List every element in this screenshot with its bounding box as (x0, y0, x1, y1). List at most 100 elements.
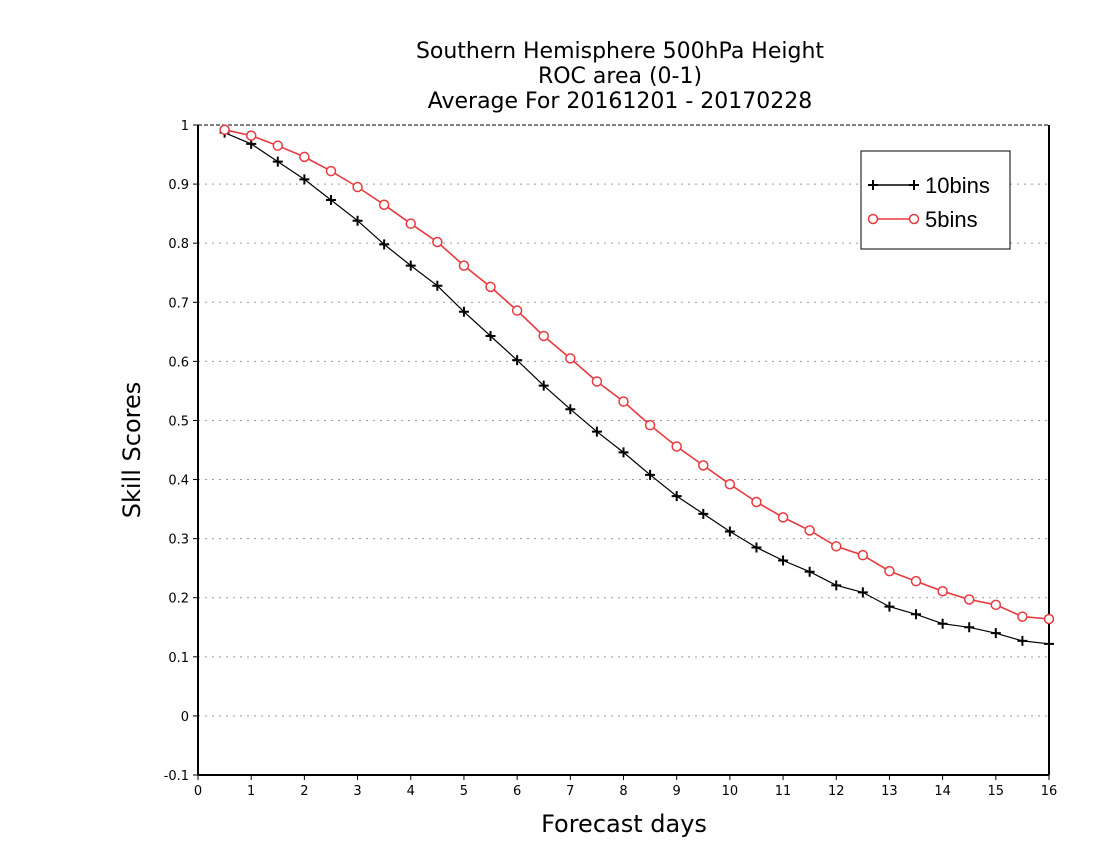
data-point-10bins (911, 609, 922, 620)
data-point-10bins (299, 174, 310, 185)
data-point-5bins (405, 218, 416, 229)
data-point-5bins (299, 151, 310, 163)
data-point-10bins (591, 426, 602, 437)
legend-marker (868, 180, 878, 190)
legend-label: 10bins (925, 173, 990, 198)
x-tick-label: 3 (353, 784, 361, 799)
data-point-10bins (485, 330, 496, 341)
chart-title-line-3: Average For 20161201 - 20170228 (428, 89, 813, 114)
x-tick-label: 4 (407, 784, 415, 799)
legend-marker (908, 213, 920, 225)
x-tick-label: 14 (934, 784, 951, 799)
x-tick-label: 15 (988, 784, 1005, 799)
data-point-5bins (644, 419, 656, 431)
chart-title-line-1: Southern Hemisphere 500hPa Height (416, 39, 824, 64)
data-point-10bins (671, 491, 682, 502)
data-point-5bins (352, 181, 363, 193)
y-tick-label: 0.3 (168, 533, 189, 548)
series-line-10bins (224, 132, 1050, 645)
data-point-5bins (325, 165, 337, 177)
data-point-5bins (458, 260, 470, 271)
data-point-5bins (432, 236, 443, 248)
data-point-5bins (378, 199, 390, 211)
data-point-10bins (618, 447, 629, 458)
data-point-10bins (751, 542, 762, 553)
data-point-10bins (778, 555, 789, 566)
data-point-10bins (565, 404, 576, 415)
data-point-5bins (751, 496, 762, 508)
y-tick-label: 0.8 (168, 237, 189, 252)
data-point-5bins (565, 353, 576, 364)
x-tick-label: 8 (619, 784, 627, 799)
legend-marker (867, 213, 879, 225)
y-tick-label: 0.6 (168, 355, 189, 370)
data-point-10bins (432, 280, 443, 291)
x-tick-label: 16 (1041, 784, 1058, 799)
data-point-10bins (352, 215, 363, 226)
data-point-10bins (512, 355, 523, 366)
data-point-10bins (458, 306, 469, 317)
y-tick-label: 0.7 (168, 296, 189, 311)
data-point-5bins (777, 512, 789, 523)
chart-title: Southern Hemisphere 500hPa Height ROC ar… (416, 39, 824, 114)
data-point-5bins (485, 281, 496, 293)
legend-entry-10bins: 10bins (868, 173, 990, 198)
data-point-10bins (937, 618, 948, 629)
data-point-5bins (1017, 611, 1028, 622)
x-tick-label: 1 (247, 784, 255, 799)
x-tick-label: 7 (566, 784, 574, 799)
legend-label: 5bins (925, 207, 978, 232)
data-point-5bins (671, 441, 682, 452)
x-axis-label: Forecast days (541, 810, 707, 838)
data-point-10bins (405, 260, 416, 271)
x-tick-label: 11 (775, 784, 792, 799)
series-10bins (219, 127, 1054, 649)
data-point-10bins (964, 622, 975, 633)
y-tick-label: 0.9 (168, 178, 189, 193)
y-tick-label: 0.4 (168, 474, 189, 489)
data-point-5bins (511, 305, 523, 316)
data-point-5bins (219, 124, 230, 135)
legend: 10bins 5bins (860, 150, 1011, 250)
data-point-5bins (591, 376, 603, 387)
x-tick-label: 10 (722, 784, 739, 799)
data-point-10bins (538, 380, 549, 391)
data-point-5bins (910, 575, 922, 587)
grid-lines (198, 183, 1049, 717)
tick-labels: 0 1 2 3 4 5 6 7 8 9 10 11 12 13 14 15 16-0.100.10.20.30.… (164, 119, 1058, 799)
data-point-5bins (1043, 613, 1055, 625)
data-point-5bins (724, 479, 736, 490)
data-point-10bins (884, 601, 895, 612)
x-tick-label: 5 (460, 784, 468, 799)
data-point-10bins (325, 195, 336, 206)
series-lines (219, 124, 1055, 649)
data-point-10bins (645, 469, 656, 480)
legend-box (860, 150, 1011, 250)
data-point-10bins (1044, 638, 1054, 649)
data-point-5bins (884, 565, 895, 577)
data-point-5bins (937, 585, 948, 597)
data-point-10bins (698, 508, 709, 519)
y-tick-label: 1 (181, 119, 189, 134)
data-point-5bins (990, 599, 1002, 611)
y-tick-label: 0 (181, 710, 189, 725)
data-point-5bins (272, 140, 284, 151)
data-point-5bins (831, 541, 842, 552)
chart-title-line-2: ROC area (0-1) (538, 64, 702, 89)
data-point-10bins (379, 239, 390, 250)
data-point-5bins (618, 396, 629, 407)
data-point-5bins (804, 525, 815, 536)
data-point-5bins (538, 330, 549, 342)
y-axis-label: Skill Scores (118, 382, 146, 519)
y-tick-label: 0.5 (168, 414, 189, 429)
data-point-5bins (963, 594, 975, 605)
data-point-10bins (857, 587, 868, 598)
legend-entry-5bins: 5bins (867, 207, 978, 232)
data-point-5bins (857, 549, 869, 561)
data-point-5bins (245, 130, 257, 141)
x-tick-label: 6 (513, 784, 521, 799)
data-point-10bins (831, 580, 842, 591)
series-5bins (219, 124, 1055, 625)
data-point-10bins (990, 628, 1001, 639)
